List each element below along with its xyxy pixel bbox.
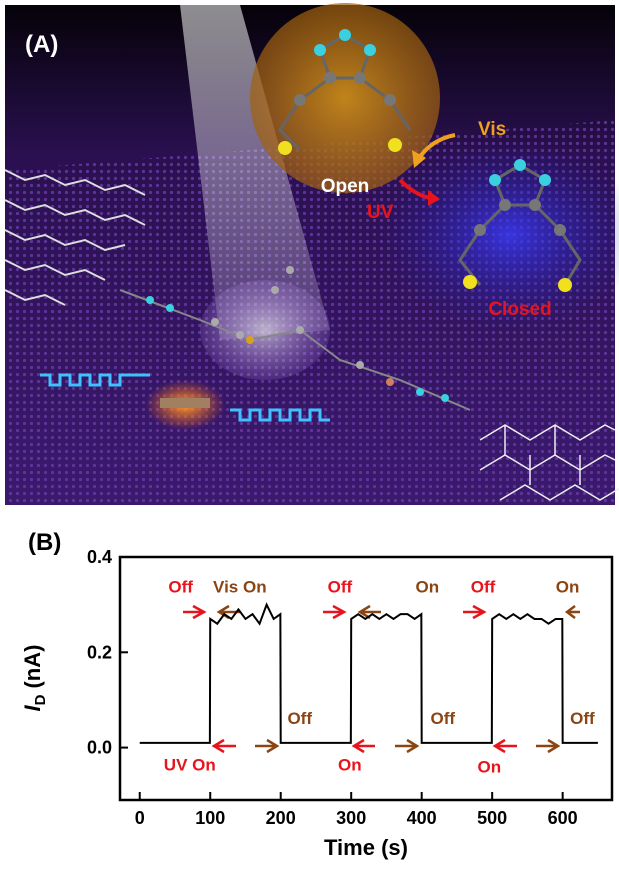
x-tick-label: 300 (336, 808, 366, 828)
x-tick-label: 0 (135, 808, 145, 828)
annotation: Off (471, 578, 496, 597)
y-tick-label: 0.2 (87, 642, 112, 662)
x-tick-label: 500 (477, 808, 507, 828)
y-axis-label: ID(nA) (20, 645, 49, 712)
y-label-unit: (nA) (20, 645, 45, 689)
open-label: Open (321, 176, 370, 197)
x-tick-label: 400 (407, 808, 437, 828)
vis-label: Vis (478, 119, 506, 140)
annotation: Off (570, 709, 595, 728)
panel-a-label: (A) (25, 31, 58, 58)
x-tick-label: 600 (548, 808, 578, 828)
annotation: UV On (164, 755, 216, 774)
annotation: Off (328, 578, 353, 597)
annotation: On (478, 757, 502, 776)
trace (140, 605, 598, 743)
uv-label: UV (367, 202, 394, 223)
annotation: On (416, 578, 440, 597)
x-axis-label: Time (s) (324, 835, 408, 860)
light-spot (200, 280, 330, 380)
x-tick-label: 200 (266, 808, 296, 828)
annotation: On (556, 578, 580, 597)
y-tick-label: 0.0 (87, 738, 112, 758)
page: (A) Open Vis UV Closed (B) ID(nA) Time (… (0, 0, 619, 867)
figure: (A) Open Vis UV Closed (B) ID(nA) Time (… (0, 0, 619, 867)
panel-b-label: (B) (28, 529, 61, 556)
device (160, 398, 210, 408)
y-tick-label: 0.4 (87, 547, 112, 567)
x-tick-label: 100 (195, 808, 225, 828)
annotation: Vis On (213, 578, 267, 597)
arrows (183, 606, 580, 752)
y-label-sub: D (32, 694, 49, 705)
annotation: Off (287, 709, 312, 728)
panel-a: (A) Open Vis UV Closed (5, 3, 619, 505)
annotation: Off (431, 709, 456, 728)
closed-label: Closed (488, 299, 551, 320)
annotation: On (338, 755, 362, 774)
annotation: Off (168, 578, 193, 597)
